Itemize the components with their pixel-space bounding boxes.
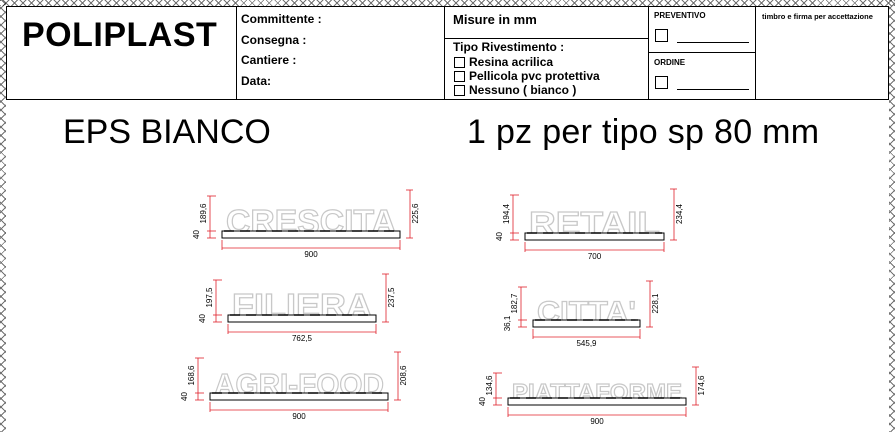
letter-height-label: 134,6 bbox=[485, 375, 494, 396]
width-dimension-label: 762,5 bbox=[292, 334, 313, 343]
option-label: Nessuno ( bianco ) bbox=[469, 83, 577, 97]
base-thickness-label: 40 bbox=[180, 392, 189, 401]
data-label: Data: bbox=[241, 74, 272, 88]
total-height-label: 174,6 bbox=[697, 375, 706, 396]
coating-option-pellicola[interactable]: Pellicola pvc protettiva bbox=[454, 69, 600, 83]
material-title: EPS BIANCO bbox=[63, 113, 271, 151]
option-label: Resina acrilica bbox=[469, 55, 554, 69]
divider bbox=[444, 6, 445, 100]
preventivo-line bbox=[677, 42, 749, 43]
consegna-label: Consegna : bbox=[241, 33, 307, 47]
company-logo-text: POLIPLAST bbox=[22, 16, 218, 54]
piece-base bbox=[209, 392, 389, 401]
ordine-checkbox[interactable] bbox=[655, 76, 668, 89]
preventivo-checkbox[interactable] bbox=[655, 29, 668, 42]
total-height-label: 228,1 bbox=[651, 293, 660, 314]
piece-base bbox=[532, 319, 641, 328]
cantiere-label: Cantiere : bbox=[241, 53, 297, 67]
width-dimension-label: 545,9 bbox=[576, 339, 597, 348]
total-height-label: 208,6 bbox=[399, 365, 408, 386]
piece-base bbox=[221, 230, 401, 239]
base-thickness-label: 40 bbox=[198, 314, 207, 323]
committente-label: Committente : bbox=[241, 12, 322, 26]
piece-base bbox=[507, 397, 687, 406]
divider bbox=[236, 6, 237, 100]
checkbox[interactable] bbox=[454, 70, 465, 82]
border-zigzag-right bbox=[889, 0, 895, 432]
border-zigzag-top bbox=[0, 0, 895, 6]
letter-height-label: 182,7 bbox=[510, 293, 519, 314]
width-dimension-label: 700 bbox=[588, 252, 602, 261]
total-height-label: 234,4 bbox=[675, 203, 684, 224]
ordine-label: ORDINE bbox=[654, 58, 686, 67]
divider bbox=[444, 38, 648, 39]
preventivo-label: PREVENTIVO bbox=[654, 11, 706, 20]
width-dimension-label: 900 bbox=[590, 417, 604, 426]
divider bbox=[755, 6, 756, 100]
width-dimension-label: 900 bbox=[304, 250, 318, 259]
stamp-signature-label: timbro e firma per accettazione bbox=[762, 12, 873, 21]
letter-height-label: 194,4 bbox=[502, 203, 511, 224]
divider bbox=[648, 6, 649, 100]
coating-option-resina[interactable]: Resina acrilica bbox=[454, 55, 553, 69]
base-thickness-label: 40 bbox=[495, 232, 504, 241]
letter-height-label: 189,6 bbox=[199, 203, 208, 224]
base-thickness-label: 40 bbox=[192, 230, 201, 239]
ordine-line bbox=[677, 89, 749, 90]
checkbox[interactable] bbox=[454, 84, 465, 96]
divider bbox=[648, 52, 755, 53]
width-dimension-label: 900 bbox=[292, 412, 306, 421]
piece-base bbox=[227, 314, 377, 323]
letter-height-label: 168,6 bbox=[187, 365, 196, 386]
border-zigzag-left bbox=[0, 0, 6, 432]
base-thickness-label: 40 bbox=[478, 397, 487, 406]
units-label: Misure in mm bbox=[453, 12, 537, 27]
checkbox[interactable] bbox=[454, 56, 465, 68]
coating-option-nessuno[interactable]: Nessuno ( bianco ) bbox=[454, 83, 576, 97]
total-height-label: 237,5 bbox=[387, 287, 396, 308]
base-thickness-label: 36,1 bbox=[503, 315, 512, 331]
total-height-label: 225,6 bbox=[411, 203, 420, 224]
title-block bbox=[6, 6, 889, 100]
piece-base bbox=[524, 232, 665, 241]
coating-type-label: Tipo Rivestimento : bbox=[453, 40, 565, 54]
letter-height-label: 197,5 bbox=[205, 287, 214, 308]
option-label: Pellicola pvc protettiva bbox=[469, 69, 600, 83]
quantity-title: 1 pz per tipo sp 80 mm bbox=[467, 113, 820, 151]
